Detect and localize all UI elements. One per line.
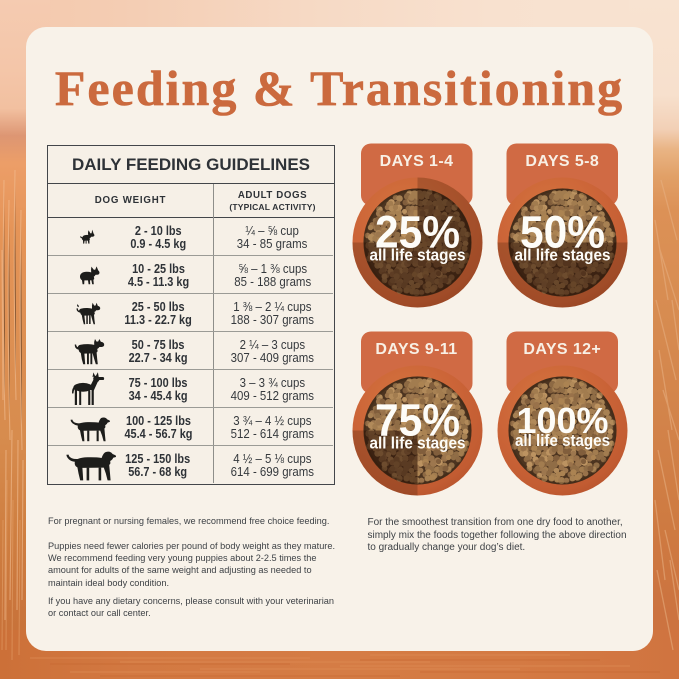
svg-text:75%: 75% [375,395,460,446]
svg-text:DAYS 9-11: DAYS 9-11 [375,341,457,358]
svg-text:100%: 100% [517,400,609,441]
svg-text:all life stages: all life stages [515,432,610,450]
svg-text:all life stages: all life stages [515,247,611,265]
svg-text:all life stages: all life stages [370,435,466,453]
svg-text:50%: 50% [520,207,605,258]
svg-text:all life stages: all life stages [370,247,466,265]
svg-text:DAYS 5-8: DAYS 5-8 [525,153,599,170]
svg-text:DAYS 12+: DAYS 12+ [523,341,601,358]
svg-text:DAYS 1-4: DAYS 1-4 [380,153,454,170]
svg-text:25%: 25% [375,207,460,258]
